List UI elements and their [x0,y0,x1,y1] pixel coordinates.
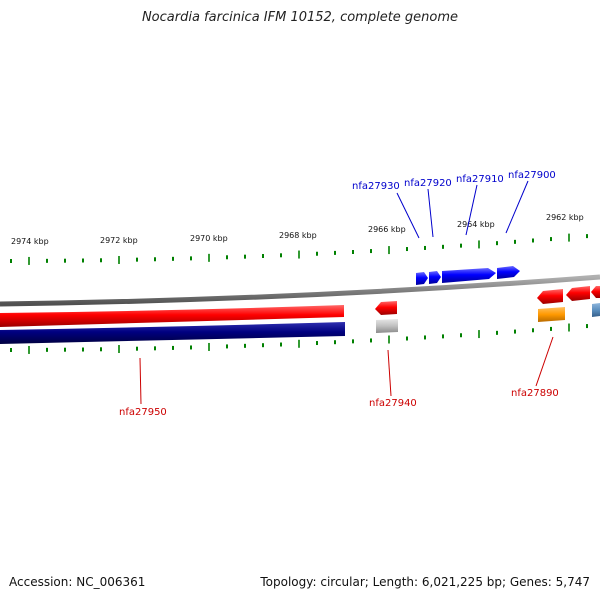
scale-label: 2964 kbp [457,220,495,229]
cds-feature-nfa27940 [375,301,397,315]
gene-label-nfa27890: nfa27890 [511,388,559,399]
cds-feature-nfa27890 [537,289,563,304]
reverse-cds-features [0,286,600,327]
scale-label: 2974 kbp [11,237,49,246]
lower-scale-ticks [10,323,588,354]
scale-labels: 2974 kbp 2972 kbp 2970 kbp 2968 kbp 2966… [11,213,584,246]
gene-label-nfa27930: nfa27930 [352,181,400,192]
gene-label-nfa27920: nfa27920 [404,178,452,189]
cds-feature-nfa27930 [416,272,428,285]
gene-label-nfa27940: nfa27940 [369,398,417,409]
gene-label-nfa27900: nfa27900 [508,170,556,181]
forward-cds-features [416,266,520,285]
gene-label-nfa27950: nfa27950 [119,407,167,418]
summary-text: Topology: circular; Length: 6,021,225 bp… [260,575,590,589]
scale-label: 2970 kbp [190,234,228,243]
cds-feature-nfa27920 [429,271,441,284]
cds-feature-nfa27900 [497,266,520,279]
label-leader-line [396,192,420,239]
rna-feature-grey [376,319,398,333]
cds-feature-nfa27910 [442,268,496,283]
scale-label: 2962 kbp [546,213,584,222]
label-leader-line [427,188,434,238]
gene-label-nfa27910: nfa27910 [456,174,504,185]
scale-label: 2968 kbp [279,231,317,240]
gene-feature-nfa27950 [0,322,345,344]
gene-feature-steel [592,303,600,317]
reverse-gene-labels: nfa27950 nfa27940 nfa27890 [119,336,559,418]
label-leader-line [465,184,478,236]
cds-feature-reverse [566,286,590,301]
cds-feature-nfa27950 [0,305,344,327]
label-leader-line [387,349,392,397]
gene-feature-orange [538,307,565,322]
label-leader-line [139,357,142,405]
forward-gene-labels: nfa27930 nfa27920 nfa27910 nfa27900 [352,170,556,239]
accession-text: Accession: NC_006361 [9,575,146,589]
scale-label: 2972 kbp [100,236,138,245]
label-leader-line [505,180,529,234]
scale-label: 2966 kbp [368,225,406,234]
map-title: Nocardia farcinica IFM 10152, complete g… [141,10,459,25]
label-leader-line [535,336,554,387]
upper-scale-ticks [10,233,588,265]
cds-feature-reverse [591,286,600,298]
genome-backbone [0,274,600,307]
